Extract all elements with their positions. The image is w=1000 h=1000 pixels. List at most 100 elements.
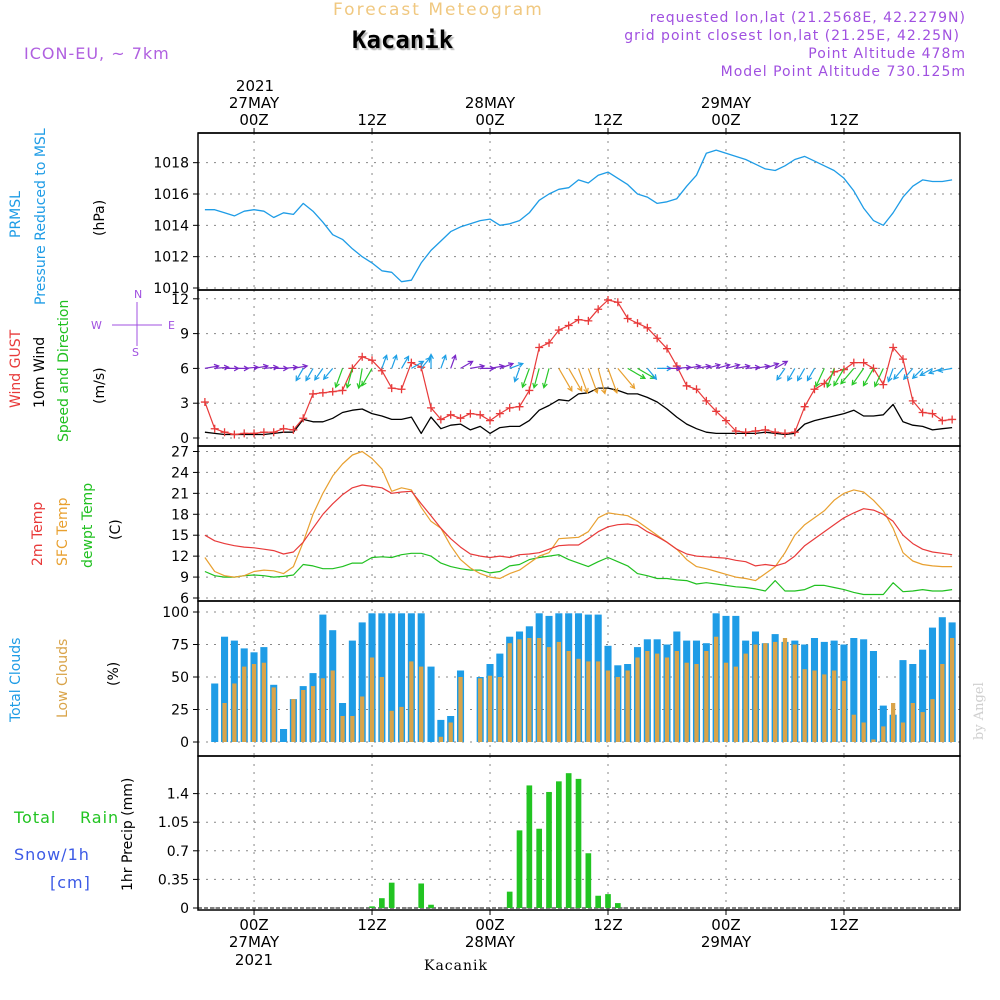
- top-tick-hour: 12Z: [593, 111, 623, 129]
- low-cloud-bar: [625, 670, 630, 742]
- compass-e: E: [168, 319, 175, 332]
- bottom-tick-date: 29MAY: [700, 933, 752, 951]
- low-cloud-bar: [861, 722, 866, 742]
- gust-marker: [613, 298, 622, 307]
- wind-ytick-label: 12: [171, 292, 189, 308]
- low-cloud-bar: [704, 651, 709, 742]
- wind-arrow: [887, 368, 894, 383]
- low-cloud-bar: [566, 651, 571, 742]
- wind-arrow: [893, 368, 904, 381]
- low-cloud-bar: [389, 710, 394, 742]
- wind-arrow: [322, 368, 334, 381]
- pressure-ytick-label: 1012: [153, 250, 189, 266]
- gust-marker: [269, 428, 278, 437]
- low-cloud-bar: [350, 716, 355, 742]
- precip-bar: [516, 830, 523, 908]
- precip-bar: [556, 781, 562, 908]
- low-cloud-bar: [743, 653, 748, 742]
- wind-arrow: [263, 364, 280, 371]
- pressure-ytick-label: 1014: [153, 218, 189, 234]
- precip-bar: [595, 895, 602, 908]
- temp-2m-line: [204, 484, 953, 567]
- wind-arrow: [440, 354, 447, 369]
- temperature-ytick-label: 24: [171, 465, 189, 481]
- total-cloud-bar: [919, 649, 927, 742]
- total-cloud-bar: [397, 613, 406, 742]
- clouds-ytick-label: 100: [162, 605, 189, 621]
- wind-ytick-label: 6: [180, 361, 189, 377]
- top-tick-label: 12Z: [804, 95, 884, 129]
- wind-arrow: [840, 368, 855, 385]
- low-cloud-bar: [891, 703, 896, 742]
- total-cloud-bar: [850, 638, 858, 742]
- low-cloud-bar: [881, 726, 886, 742]
- gust-marker: [545, 338, 554, 347]
- wind-10m-line: [204, 387, 953, 436]
- wind-arrow: [381, 354, 388, 369]
- bottom-tick-label: 00Z 29MAY: [686, 917, 766, 951]
- wind-ytick-label: 3: [180, 396, 189, 412]
- requested-coords: requested lon,lat (21.2568E, 42.2279N): [649, 10, 966, 26]
- low-cloud-bar: [664, 657, 670, 742]
- wind-arrow: [509, 362, 525, 369]
- precip-bar: [546, 791, 552, 908]
- top-tick-label: 12Z: [568, 95, 648, 129]
- low-cloud-bar: [537, 638, 542, 742]
- wind-arrow: [617, 368, 636, 390]
- total-cloud-bar: [427, 666, 435, 742]
- total-cloud-bar: [899, 660, 907, 742]
- grid-point-coords: grid point closest lon,lat (21.25E, 42.2…: [624, 28, 960, 44]
- temperature-ytick-label: 27: [171, 444, 189, 460]
- gust-marker: [712, 407, 721, 416]
- gust-marker: [476, 410, 485, 419]
- low-cloud-bar: [763, 643, 768, 742]
- low-cloud-bar: [320, 678, 325, 742]
- wind-arrow: [214, 364, 230, 371]
- low-cloud-bar: [615, 677, 620, 742]
- gust-marker: [230, 430, 239, 439]
- rain-rain-label: Rain: [80, 808, 120, 827]
- precip-bar: [388, 882, 395, 908]
- wind-arrow: [558, 368, 573, 393]
- gust-marker: [525, 386, 534, 395]
- total-cloud-bar: [211, 683, 219, 742]
- low-cloud-bar: [409, 661, 414, 742]
- precip-bar: [418, 883, 425, 908]
- gust-marker: [731, 427, 740, 436]
- bottom-tick-label: 00Z 27MAY: [214, 917, 294, 951]
- wind-arrow: [334, 368, 344, 389]
- low-cloud-bar: [458, 677, 463, 742]
- compass-n: N: [134, 288, 142, 301]
- bottom-tick-date: 28MAY: [464, 933, 516, 951]
- gust-marker: [554, 326, 563, 335]
- wind-arrow: [356, 368, 363, 390]
- wind-arrow: [305, 368, 314, 382]
- gust-marker: [928, 409, 937, 418]
- gust-marker: [604, 295, 613, 304]
- low-cloud-bar: [369, 657, 375, 742]
- top-tick-date: 27MAY: [228, 94, 280, 112]
- temperature-frame: [197, 445, 961, 602]
- precipitation-ytick-label: 0.35: [158, 872, 189, 888]
- top-tick-label: 29MAY 00Z: [686, 95, 766, 129]
- gust-marker: [682, 381, 691, 390]
- gust-marker: [643, 323, 652, 332]
- gust-marker: [702, 396, 711, 405]
- wind-ytick-label: 9: [180, 327, 189, 343]
- gust-marker: [486, 416, 495, 425]
- low-cloud-bar: [232, 683, 237, 742]
- wind-arrow: [725, 363, 741, 369]
- clouds-ytick-label: 75: [171, 638, 189, 654]
- snow-label: Snow/1h: [14, 845, 90, 864]
- gust-marker: [771, 428, 780, 437]
- total-cloud-bar: [437, 719, 445, 742]
- total-cloud-bar: [928, 627, 937, 742]
- gust-marker: [495, 409, 504, 418]
- top-tick-hour: 00Z: [239, 111, 269, 129]
- low-cloud-bar: [360, 696, 365, 742]
- gust-marker: [210, 424, 219, 433]
- low-cloud-bar: [753, 644, 758, 742]
- temperature-ytick-label: 12: [171, 549, 189, 565]
- wind-arrow: [521, 368, 530, 389]
- low-cloud-bar: [773, 641, 778, 742]
